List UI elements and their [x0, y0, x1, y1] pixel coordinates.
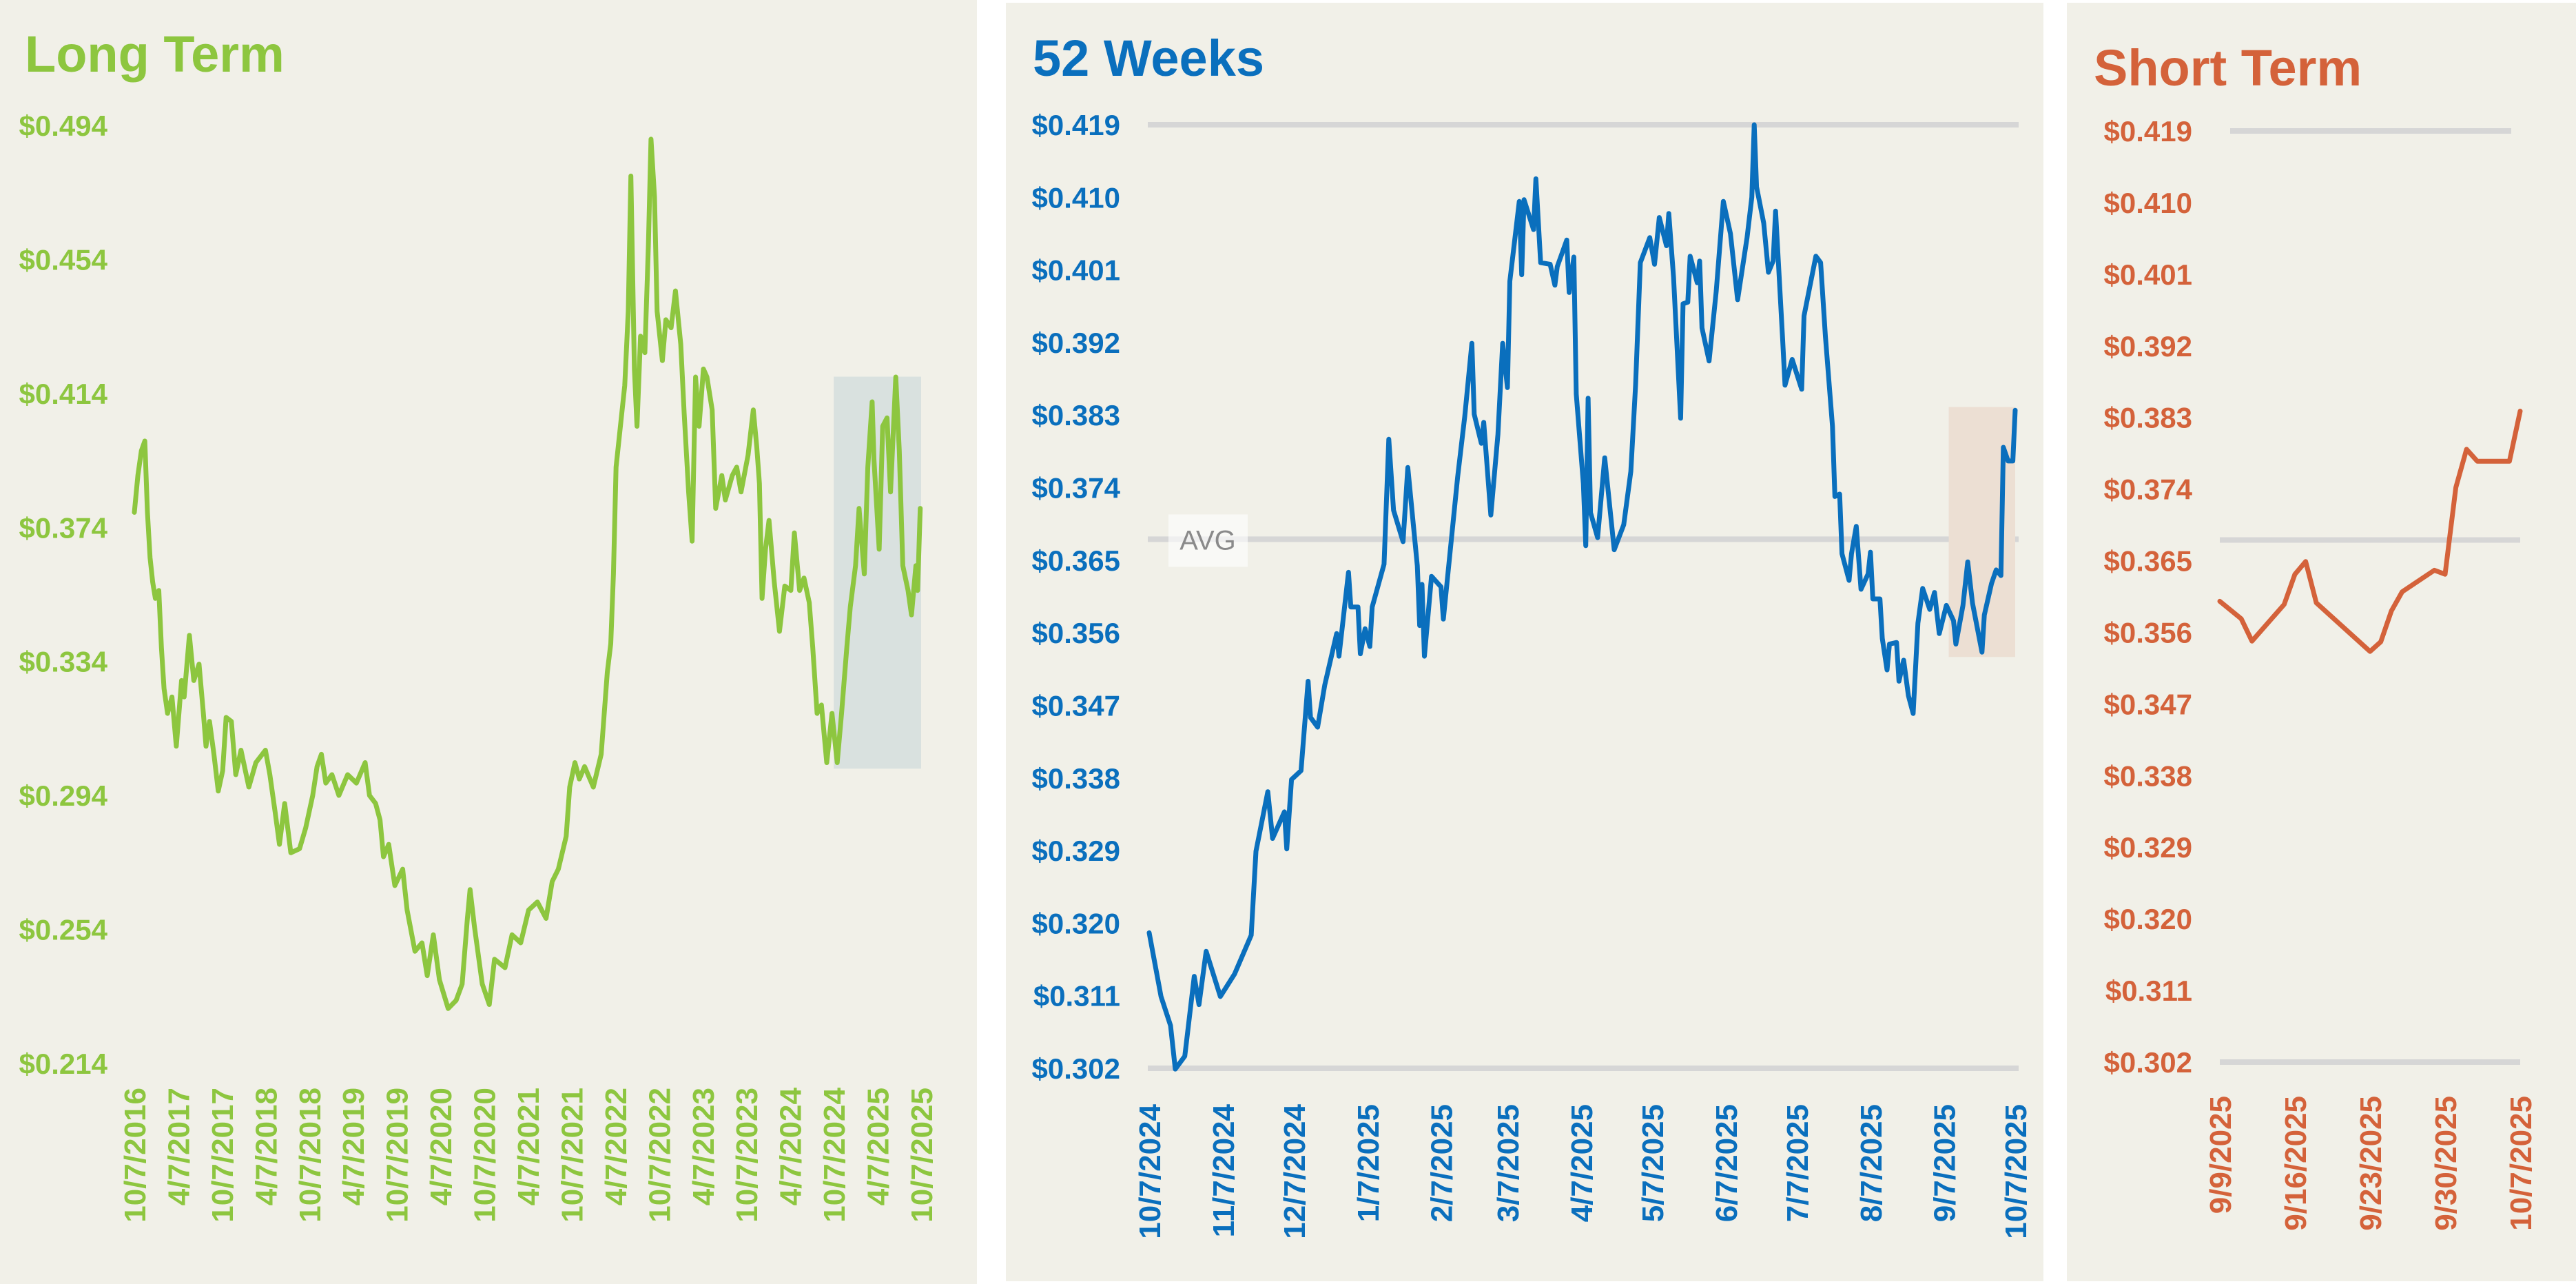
x-tick-label: 5/7/2025 — [1636, 1104, 1670, 1222]
price-line — [132, 136, 923, 1011]
y-tick-label: $0.392 — [1032, 327, 1120, 359]
52-weeks-background — [1006, 3, 2043, 1281]
y-tick-label: $0.414 — [19, 378, 108, 410]
y-tick-label: $0.347 — [2104, 688, 2192, 720]
y-tick-label: $0.302 — [1032, 1052, 1120, 1085]
y-tick-label: $0.356 — [1032, 617, 1120, 649]
y-tick-label: $0.347 — [1032, 689, 1120, 722]
y-tick-label: $0.374 — [2104, 473, 2193, 506]
x-tick-label: 4/7/2022 — [599, 1088, 633, 1205]
y-tick-label: $0.374 — [1032, 472, 1121, 505]
short-term-chart: $0.419 $0.410 $0.401 $0.392 $0.383 $0.374 $0.3… — [2104, 115, 2538, 1231]
x-tick-label: 4/7/2019 — [337, 1088, 371, 1205]
y-tick-label: $0.338 — [2104, 760, 2192, 792]
x-tick-label: 11/7/2024 — [1207, 1103, 1241, 1237]
x-tick-label: 9/16/2025 — [2279, 1096, 2313, 1231]
x-tick-label: 10/7/2025 — [1999, 1104, 2033, 1239]
y-tick-label: $0.454 — [19, 243, 108, 276]
x-tick-label: 10/7/2017 — [206, 1088, 240, 1223]
y-tick-label: $0.383 — [2104, 402, 2192, 434]
x-tick-label: 4/7/2025 — [862, 1088, 896, 1205]
52-weeks-panel: 52 Weeks AVG $0.419 $0.410 $0.401 $0.392 $0.3… — [1006, 3, 2043, 1281]
x-tick-label: 7/7/2025 — [1781, 1104, 1815, 1222]
y-tick-label: $0.392 — [2104, 330, 2192, 363]
x-tick-label: 10/7/2016 — [119, 1088, 152, 1223]
price-line — [2217, 409, 2523, 654]
y-tick-label: $0.401 — [2104, 258, 2192, 291]
y-tick-label: $0.365 — [2104, 545, 2192, 578]
x-tick-label: 4/7/2018 — [249, 1088, 283, 1205]
y-tick-label: $0.294 — [19, 779, 108, 812]
highlight-range-box — [834, 376, 921, 769]
x-tick-label: 1/7/2025 — [1352, 1104, 1385, 1222]
x-tick-label: 12/7/2024 — [1278, 1103, 1312, 1239]
long-term-chart: $0.494 $0.454 $0.414 $0.374 $0.334 $0.294 $0.2… — [19, 110, 939, 1223]
long-term-panel: Long Term $0.494 $0.454 $0.414 $0.374 $0.334… — [0, 0, 977, 1284]
price-line — [1146, 122, 2018, 1072]
52-weeks-chart: AVG $0.419 $0.410 $0.401 $0.392 $0.383 $0.374 $… — [1032, 109, 2033, 1239]
x-tick-label: 9/7/2025 — [1928, 1104, 1962, 1222]
x-tick-label: 10/7/2024 — [1133, 1103, 1167, 1239]
x-tick-label: 9/9/2025 — [2204, 1096, 2238, 1214]
x-tick-label: 4/7/2025 — [1565, 1104, 1599, 1222]
short-term-panel: Short Term $0.419 $0.410 $0.401 $0.392 $0.38… — [2067, 3, 2576, 1281]
x-tick-label: 4/7/2017 — [162, 1088, 196, 1205]
x-tick-label: 2/7/2025 — [1425, 1104, 1459, 1222]
y-tick-label: $0.374 — [19, 511, 108, 544]
y-tick-label: $0.419 — [2104, 115, 2192, 147]
x-tick-label: 10/7/2021 — [555, 1088, 589, 1223]
y-tick-label: $0.302 — [2104, 1046, 2192, 1079]
x-tick-label: 8/7/2025 — [1855, 1104, 1888, 1222]
y-tick-label: $0.329 — [2104, 831, 2192, 864]
y-tick-label: $0.338 — [1032, 762, 1120, 795]
long-term-title: Long Term — [25, 26, 285, 83]
y-tick-label: $0.365 — [1032, 544, 1120, 577]
y-tick-label: $0.254 — [19, 914, 108, 946]
x-tick-label: 10/7/2023 — [730, 1088, 764, 1223]
y-tick-label: $0.311 — [1033, 980, 1120, 1012]
x-tick-label: 6/7/2025 — [1710, 1104, 1744, 1222]
x-tick-label: 4/7/2021 — [512, 1088, 546, 1205]
avg-label-box — [1168, 514, 1248, 567]
short-term-background — [2067, 3, 2576, 1281]
avg-label: AVG — [1179, 525, 1236, 556]
x-tick-label: 10/7/2018 — [293, 1088, 327, 1223]
y-tick-label: $0.383 — [1032, 399, 1120, 431]
x-tick-label: 3/7/2025 — [1492, 1104, 1525, 1222]
x-tick-label: 10/7/2025 — [905, 1088, 939, 1223]
52-weeks-title: 52 Weeks — [1033, 30, 1264, 87]
x-tick-label: 9/30/2025 — [2429, 1096, 2463, 1231]
y-tick-label: $0.419 — [1032, 109, 1120, 141]
x-tick-label: 4/7/2023 — [687, 1088, 721, 1205]
x-tick-label: 4/7/2024 — [774, 1087, 808, 1205]
x-tick-label: 10/7/2024 — [818, 1087, 852, 1222]
y-tick-label: $0.320 — [2104, 903, 2192, 935]
x-tick-label: 10/7/2019 — [381, 1088, 415, 1223]
x-tick-label: 10/7/2025 — [2504, 1096, 2538, 1231]
y-tick-label: $0.410 — [2104, 187, 2192, 219]
y-tick-label: $0.334 — [19, 646, 108, 678]
y-tick-label: $0.356 — [2104, 616, 2192, 649]
x-tick-label: 9/23/2025 — [2354, 1096, 2388, 1231]
y-tick-label: $0.329 — [1032, 835, 1120, 867]
x-tick-label: 4/7/2020 — [424, 1088, 458, 1205]
y-tick-label: $0.311 — [2105, 975, 2192, 1007]
y-tick-label: $0.214 — [19, 1048, 108, 1080]
x-tick-label: 10/7/2020 — [468, 1088, 502, 1223]
short-term-title: Short Term — [2094, 39, 2362, 96]
y-tick-label: $0.494 — [19, 110, 108, 142]
y-tick-label: $0.410 — [1032, 181, 1120, 214]
y-tick-label: $0.401 — [1032, 254, 1120, 287]
x-tick-label: 10/7/2022 — [643, 1088, 677, 1223]
y-tick-label: $0.320 — [1032, 907, 1120, 939]
